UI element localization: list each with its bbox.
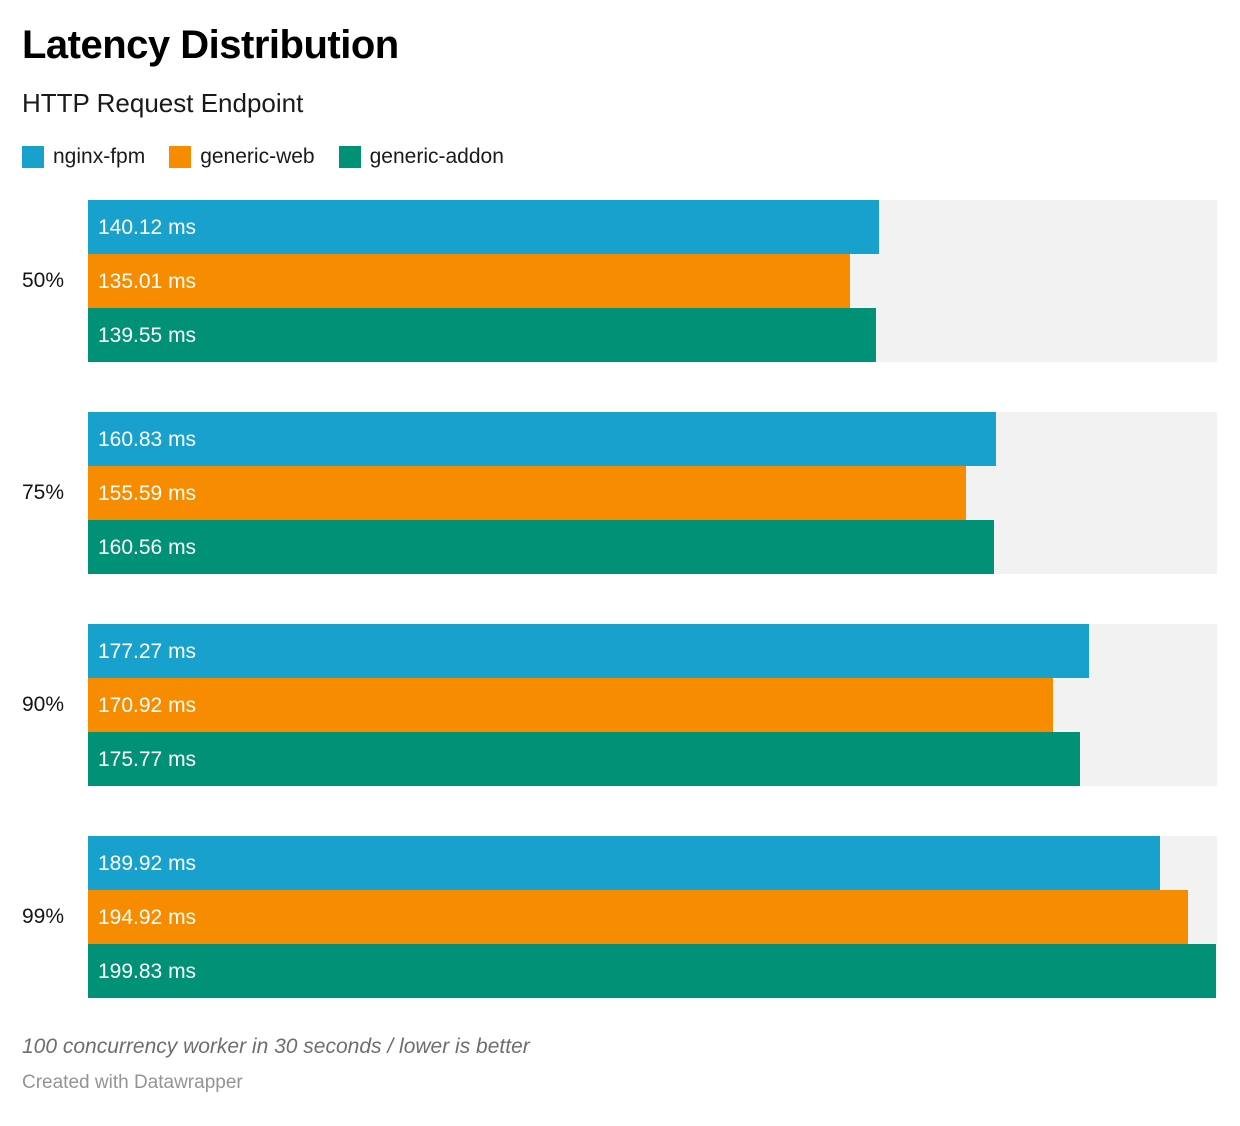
chart-footer: 100 concurrency worker in 30 seconds / l…	[22, 1035, 1217, 1094]
category-label: 99%	[22, 904, 65, 928]
footer-note: 100 concurrency worker in 30 seconds / l…	[22, 1034, 530, 1058]
legend-swatch-icon	[338, 145, 361, 168]
bar-generic-web-50%: 135.01 ms	[88, 253, 851, 308]
bar-chart: 50% 140.12 ms 135.01 ms 139.55 ms 75% 160.83 …	[22, 199, 1217, 998]
legend-label: generic-web	[200, 144, 315, 168]
bar-value-label: 199.83 ms	[98, 959, 197, 983]
bar-nginx-fpm-50%: 140.12 ms	[88, 199, 879, 254]
bar-generic-addon-90%: 175.77 ms	[88, 731, 1081, 786]
legend-item-generic-web: generic-web	[169, 144, 315, 169]
bar-generic-addon-99%: 199.83 ms	[88, 943, 1217, 998]
bar-track: 140.12 ms 135.01 ms 139.55 ms	[88, 199, 1217, 362]
category-label: 75%	[22, 480, 65, 504]
page-title: Latency Distribution	[22, 23, 399, 67]
legend-item-generic-addon: generic-addon	[338, 144, 504, 169]
bar-group-50%: 50% 140.12 ms 135.01 ms 139.55 ms	[22, 199, 1217, 362]
bar-generic-web-90%: 170.92 ms	[88, 677, 1053, 732]
bar-nginx-fpm-99%: 189.92 ms	[88, 835, 1161, 890]
bar-value-label: 160.56 ms	[98, 535, 197, 559]
legend-swatch-icon	[22, 145, 44, 168]
bar-track: 160.83 ms 155.59 ms 160.56 ms	[88, 411, 1217, 574]
chart-page: Latency Distribution HTTP Request Endpoi…	[22, 23, 1217, 1094]
bar-generic-addon-50%: 139.55 ms	[88, 307, 876, 362]
bar-group-75%: 75% 160.83 ms 155.59 ms 160.56 ms	[22, 411, 1217, 574]
bar-value-label: 170.92 ms	[98, 693, 197, 717]
bar-value-label: 155.59 ms	[98, 481, 197, 505]
chart-legend: nginx-fpm generic-web generic-addon	[22, 145, 1217, 169]
category-label: 50%	[22, 268, 65, 292]
legend-label: nginx-fpm	[53, 144, 146, 168]
bar-nginx-fpm-75%: 160.83 ms	[88, 411, 996, 466]
category-label: 90%	[22, 692, 65, 716]
legend-item-nginx-fpm: nginx-fpm	[22, 145, 145, 169]
bar-value-label: 140.12 ms	[98, 215, 197, 239]
bar-value-label: 160.83 ms	[98, 427, 197, 451]
bar-generic-web-99%: 194.92 ms	[88, 889, 1189, 944]
bar-value-label: 175.77 ms	[98, 747, 197, 771]
bar-track: 177.27 ms 170.92 ms 175.77 ms	[88, 623, 1217, 786]
bar-value-label: 189.92 ms	[98, 851, 197, 875]
bar-generic-web-75%: 155.59 ms	[88, 465, 967, 520]
bar-value-label: 194.92 ms	[98, 905, 197, 929]
bar-track: 189.92 ms 194.92 ms 199.83 ms	[88, 835, 1217, 998]
bar-nginx-fpm-90%: 177.27 ms	[88, 623, 1089, 678]
chart-subtitle: HTTP Request Endpoint	[22, 88, 304, 118]
bar-value-label: 177.27 ms	[98, 639, 197, 663]
bar-group-99%: 99% 189.92 ms 194.92 ms 199.83 ms	[22, 835, 1217, 998]
bar-value-label: 139.55 ms	[98, 323, 197, 347]
legend-label: generic-addon	[369, 144, 504, 168]
legend-swatch-icon	[169, 145, 192, 168]
bar-group-90%: 90% 177.27 ms 170.92 ms 175.77 ms	[22, 623, 1217, 786]
datawrapper-credit: Created with Datawrapper	[22, 1071, 243, 1093]
bar-value-label: 135.01 ms	[98, 269, 197, 293]
bar-generic-addon-75%: 160.56 ms	[88, 519, 995, 574]
